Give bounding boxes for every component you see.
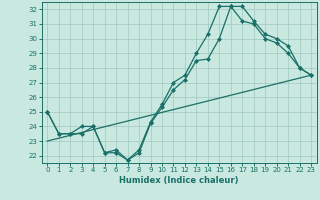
X-axis label: Humidex (Indice chaleur): Humidex (Indice chaleur) bbox=[119, 176, 239, 185]
